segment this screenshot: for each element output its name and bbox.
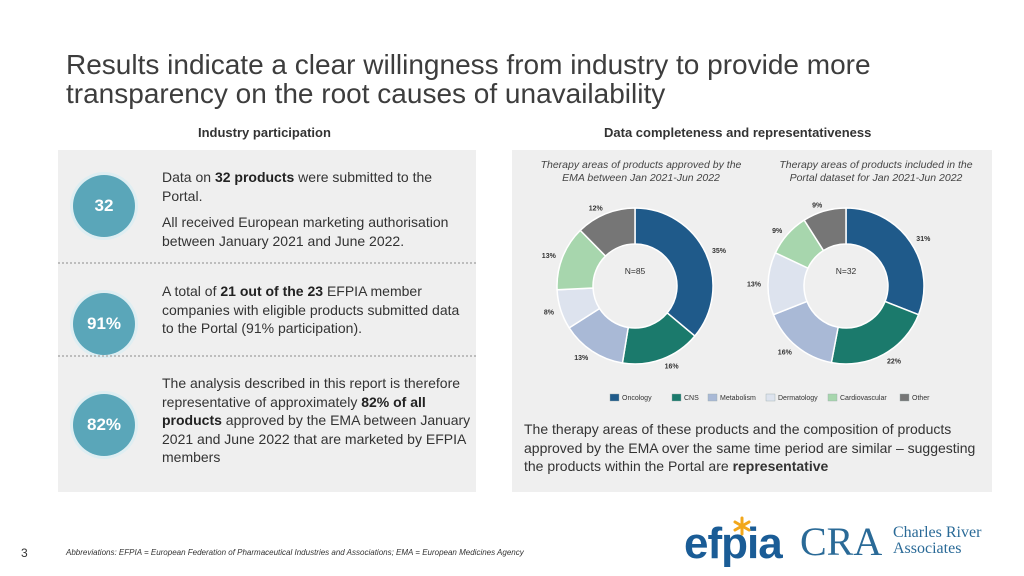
page-number: 3 (21, 546, 28, 560)
stat-paragraph: A total of 21 out of the 23 EFPIA member… (162, 282, 472, 338)
cra-logo: CRA (800, 519, 883, 564)
donut-center-label: N=32 (836, 266, 857, 276)
legend-label: Cardiovascular (840, 395, 887, 402)
stat-badge: 82% (73, 394, 135, 456)
legend-swatch-cns (671, 393, 682, 402)
legend-swatch-cardiovascular (827, 393, 838, 402)
page-title: Results indicate a clear willingness fro… (66, 49, 871, 109)
chart-title-portal: Therapy areas of products included in th… (779, 159, 973, 184)
stat-paragraph: Data on 32 products were submitted to th… (162, 168, 472, 205)
data-completeness-panel: Therapy areas of products approved by th… (512, 150, 992, 492)
slice-label: 16% (778, 349, 793, 356)
slice-label: 13% (747, 281, 762, 288)
industry-participation-heading: Industry participation (198, 125, 331, 140)
donut-slice-oncology (845, 207, 925, 316)
data-completeness-heading: Data completeness and representativeness (604, 125, 872, 140)
legend-label: Other (912, 395, 930, 402)
legend-label: Dermatology (778, 395, 818, 402)
stat-badge: 91% (73, 293, 135, 355)
legend-swatch-oncology (609, 393, 620, 402)
legend-label: CNS (684, 395, 699, 402)
industry-participation-panel: 32 Data on 32 products were submitted to… (58, 150, 476, 492)
slice-label: 13% (574, 355, 589, 362)
slice-label: 16% (665, 364, 680, 371)
cra-logo-name: Charles River Associates (893, 525, 981, 557)
text-run: The analysis described in this report is… (162, 375, 461, 410)
emphasis-text: 21 out of the 23 (220, 283, 324, 299)
efpia-star-icon (733, 516, 751, 536)
abbreviations-note: Abbreviations: EFPIA = European Federati… (66, 548, 524, 557)
text-run: The therapy areas of these products and … (524, 421, 976, 474)
emphasis-text: 32 products (214, 169, 295, 185)
slice-label: 9% (812, 202, 823, 209)
donut-slice-other (579, 207, 636, 258)
efpia-logo: efpia (684, 519, 783, 568)
text-run: were submitted to the Portal. (162, 169, 433, 204)
legend-label: Metabolism (720, 395, 756, 402)
donut-charts: 35% 16% 13% 8% 13% 12% N=85 31% 22% 16% 13% 9% 9% N=3… (542, 202, 931, 402)
slice-label: 13% (542, 253, 557, 260)
text-run: A total of (162, 283, 221, 299)
donut-slice-cns (830, 300, 920, 365)
stat-text: A total of 21 out of the 23 EFPIA member… (162, 282, 472, 338)
emphasis-text: representative (732, 458, 829, 474)
text-run: Data on (162, 169, 215, 185)
stat-badge: 32 (73, 175, 135, 237)
legend-swatch-metabolism (707, 393, 718, 402)
stat-paragraph: The analysis described in this report is… (162, 374, 472, 467)
cra-name-line: Associates (893, 540, 962, 557)
emphasis-text: 82% of all products (162, 393, 426, 429)
slice-label: 9% (772, 228, 783, 235)
legend-label: Oncology (622, 395, 652, 402)
text-run: EFPIA member companies with eligible pro… (162, 283, 460, 336)
donut-slice-other (803, 207, 847, 252)
slice-label: 31% (916, 236, 931, 243)
stat-paragraph: All received European marketing authoris… (162, 213, 472, 250)
slice-label: 35% (712, 248, 727, 255)
text-run: approved by the EMA between January 2021… (162, 412, 471, 465)
text-run: All received European marketing authoris… (162, 214, 449, 249)
summary-text: The therapy areas of these products and … (524, 420, 986, 476)
stat-text: Data on 32 products were submitted to th… (162, 168, 472, 250)
slice-label: 12% (589, 205, 604, 212)
slice-label: 22% (887, 358, 902, 365)
chart-title-ema: Therapy areas of products approved by th… (540, 159, 742, 184)
legend-swatch-other (899, 393, 910, 402)
cra-name-line: Charles River (893, 524, 982, 541)
divider (58, 262, 476, 264)
stat-text: The analysis described in this report is… (162, 374, 472, 467)
donut-slice-oncology (634, 207, 714, 338)
slice-label: 8% (544, 310, 555, 317)
divider (58, 355, 476, 357)
legend-swatch-dermatology (765, 393, 776, 402)
donut-center-label: N=85 (625, 266, 646, 276)
